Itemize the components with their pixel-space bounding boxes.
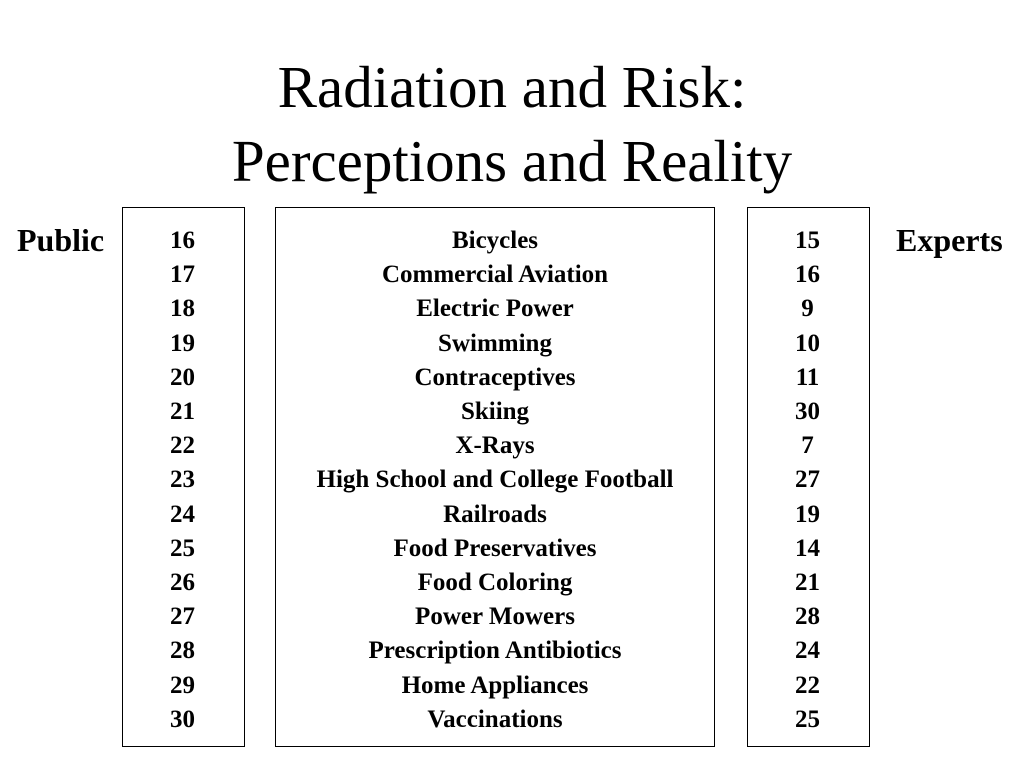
activity-item: Contraceptives <box>414 363 576 391</box>
expert-rank-item: 16 <box>795 261 820 289</box>
public-rank-box: 16 17 18 19 20 21 22 23 24 25 26 27 28 2… <box>122 207 245 747</box>
activities-box: Bicycles Commercial Aviation Electric Po… <box>275 207 715 747</box>
activity-item: Home Appliances <box>401 671 589 699</box>
public-rank-item: 27 <box>170 603 195 631</box>
public-rank-item: 24 <box>170 500 195 528</box>
public-rank-item: 29 <box>170 671 195 699</box>
activity-item: Electric Power <box>416 295 574 323</box>
public-label: Public <box>17 222 105 258</box>
activity-item: Power Mowers <box>415 603 575 631</box>
expert-rank-item: 7 <box>801 432 814 460</box>
activity-item: Food Preservatives <box>393 534 597 562</box>
activity-item: Swimming <box>438 329 552 357</box>
expert-rank-item: 28 <box>795 603 820 631</box>
activity-item: High School and College Football <box>316 466 674 494</box>
activity-item: Railroads <box>443 500 547 528</box>
title-line-2: Perceptions and Reality <box>231 128 793 194</box>
expert-rank-item: 10 <box>795 329 820 357</box>
expert-rank-item: 22 <box>795 671 820 699</box>
experts-rank-box: 15 16 9 10 11 30 7 27 19 14 21 28 24 22 … <box>747 207 870 747</box>
public-rank-list: 16 17 18 19 20 21 22 23 24 25 26 27 28 2… <box>123 208 244 737</box>
experts-label: Experts <box>896 222 1003 258</box>
expert-rank-item: 9 <box>801 295 814 323</box>
activity-item: Vaccinations <box>427 705 563 733</box>
activity-item: X-Rays <box>455 432 535 460</box>
expert-rank-item: 19 <box>795 500 820 528</box>
expert-rank-item: 24 <box>795 637 820 665</box>
public-rank-item: 30 <box>170 705 195 733</box>
experts-rank-list: 15 16 9 10 11 30 7 27 19 14 21 28 24 22 … <box>748 208 869 737</box>
public-rank-item: 25 <box>170 534 195 562</box>
public-rank-item: 20 <box>170 363 195 391</box>
expert-rank-item: 15 <box>795 227 820 254</box>
expert-rank-item: 30 <box>795 398 820 426</box>
public-rank-item: 19 <box>170 329 195 357</box>
public-rank-item: 21 <box>170 398 195 426</box>
expert-rank-item: 27 <box>795 466 820 494</box>
expert-rank-item: 21 <box>795 569 820 597</box>
title-line-1: Radiation and Risk: <box>277 54 747 120</box>
public-rank-item: 22 <box>170 432 195 460</box>
activity-item: Food Coloring <box>417 569 573 597</box>
activity-item: Commercial Aviation <box>381 261 609 289</box>
public-rank-item: 18 <box>170 295 195 323</box>
activity-item: Skiing <box>460 398 530 426</box>
expert-rank-item: 25 <box>795 705 820 733</box>
expert-rank-item: 14 <box>795 534 820 562</box>
activity-item: Bicycles <box>451 227 539 254</box>
slide-title: Radiation and Risk: Perceptions and Real… <box>0 50 1024 198</box>
activity-item: Prescription Antibiotics <box>368 637 622 665</box>
public-rank-item: 26 <box>170 569 195 597</box>
activities-list: Bicycles Commercial Aviation Electric Po… <box>276 208 714 737</box>
public-rank-item: 28 <box>170 637 195 665</box>
expert-rank-item: 11 <box>795 363 820 391</box>
public-rank-item: 23 <box>170 466 195 494</box>
public-rank-item: 17 <box>170 261 195 289</box>
public-rank-item: 16 <box>170 227 195 254</box>
